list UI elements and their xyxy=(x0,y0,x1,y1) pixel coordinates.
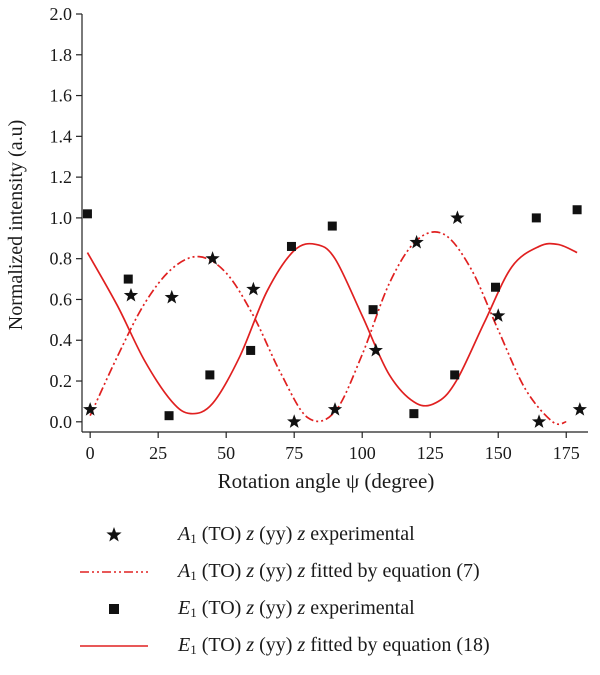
a1-data-point xyxy=(368,342,383,357)
legend-label: E1 (TO) z (yy) z experimental xyxy=(178,596,415,620)
legend-item-a1-experimental: A1 (TO) z (yy) z experimental xyxy=(78,516,578,553)
e1-data-point xyxy=(123,274,133,284)
x-tick-label: 25 xyxy=(149,443,167,463)
solid-line-icon xyxy=(78,634,150,658)
a1-data-point xyxy=(205,251,220,265)
a1-data-point xyxy=(287,414,302,428)
y-tick-label: 1.2 xyxy=(50,167,73,187)
a1-data-point xyxy=(83,402,98,416)
a1-fit-line xyxy=(89,231,567,426)
e1-data-point xyxy=(164,411,174,421)
legend-label: A1 (TO) z (yy) z experimental xyxy=(178,522,415,546)
e1-data-point xyxy=(409,409,419,419)
a1-data-point xyxy=(450,210,465,224)
x-tick-label: 150 xyxy=(485,443,512,463)
e1-data-point xyxy=(572,205,582,215)
legend: A1 (TO) z (yy) z experimental A1 (TO) z … xyxy=(78,516,578,664)
y-tick-label: 1.8 xyxy=(50,45,73,65)
square-marker-icon xyxy=(78,597,150,621)
series-layer xyxy=(82,205,587,428)
y-tick-label: 0.6 xyxy=(50,289,73,309)
dash-dot-line-icon xyxy=(78,560,150,584)
e1-data-point xyxy=(491,282,501,292)
a1-data-point xyxy=(409,234,424,249)
star-marker-icon xyxy=(78,523,150,547)
e1-fit-line xyxy=(86,242,578,415)
a1-data-point xyxy=(164,289,179,304)
x-tick-label: 125 xyxy=(417,443,444,463)
x-axis: 0 25 50 75 100 125 150 175 xyxy=(82,431,588,463)
y-tick-label: 0.4 xyxy=(50,330,73,350)
e1-data-point xyxy=(327,221,337,231)
x-tick-label: 175 xyxy=(553,443,580,463)
legend-star-shape xyxy=(106,526,122,541)
legend-item-e1-experimental: E1 (TO) z (yy) z experimental xyxy=(78,590,578,627)
y-tick-label: 0.2 xyxy=(50,371,73,391)
e1-data-point xyxy=(205,370,215,380)
y-axis: 0.0 0.2 0.4 0.6 0.8 1.0 1.2 1.4 1.6 1.8 2.0 xyxy=(50,4,83,432)
e1-data-point xyxy=(286,241,296,251)
y-tick-label: 0.0 xyxy=(50,412,73,432)
chart: 0.0 0.2 0.4 0.6 0.8 1.0 1.2 1.4 1.6 1.8 2.0 0 25 50 7… xyxy=(5,4,588,493)
a1-data-point xyxy=(531,414,547,428)
a1-data-point xyxy=(246,281,261,296)
legend-item-a1-fit: A1 (TO) z (yy) z fitted by equation (7) xyxy=(78,553,578,590)
a1-data-point xyxy=(491,308,506,322)
y-axis-label: Normalized intensity (a.u) xyxy=(5,120,27,331)
a1-data-point xyxy=(327,402,343,416)
x-axis-label: Rotation angle ψ (degree) xyxy=(218,469,435,493)
e1-data-point xyxy=(246,345,256,355)
y-tick-label: 1.4 xyxy=(50,126,73,146)
y-tick-label: 0.8 xyxy=(50,249,73,269)
y-tick-label: 1.6 xyxy=(50,86,73,106)
e1-data-point xyxy=(368,305,378,315)
x-tick-label: 75 xyxy=(285,443,303,463)
e1-data-point xyxy=(450,370,460,380)
a1-data-point xyxy=(572,402,587,416)
e1-data-point xyxy=(531,213,541,223)
legend-label: A1 (TO) z (yy) z fitted by equation (7) xyxy=(178,559,480,583)
a1-data-point xyxy=(123,287,139,302)
x-tick-label: 0 xyxy=(86,443,95,463)
e1-data-point xyxy=(82,209,92,219)
x-tick-label: 100 xyxy=(349,443,376,463)
legend-label: E1 (TO) z (yy) z fitted by equation (18) xyxy=(178,633,490,657)
y-tick-label: 1.0 xyxy=(50,208,73,228)
x-tick-label: 50 xyxy=(217,443,235,463)
legend-item-e1-fit: E1 (TO) z (yy) z fitted by equation (18) xyxy=(78,627,578,664)
y-tick-label: 2.0 xyxy=(50,4,73,24)
